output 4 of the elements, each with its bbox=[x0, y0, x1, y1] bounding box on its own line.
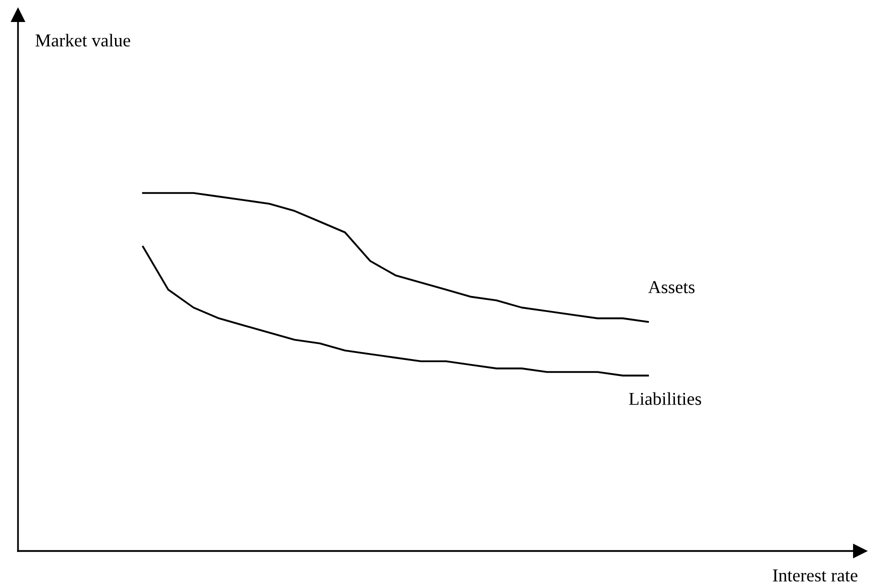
text: Interest rate bbox=[772, 570, 858, 582]
text: Market value bbox=[36, 34, 130, 47]
series-label: Assets bbox=[648, 281, 694, 294]
series-label: Liabilities bbox=[629, 392, 702, 405]
